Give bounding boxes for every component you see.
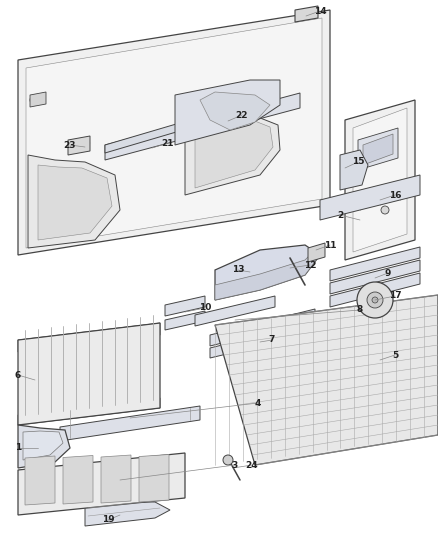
Polygon shape [23,431,63,460]
Circle shape [223,455,233,465]
Circle shape [372,297,378,303]
Polygon shape [215,295,438,465]
Polygon shape [28,155,120,248]
Circle shape [357,282,393,318]
Circle shape [285,252,293,260]
Polygon shape [85,502,170,526]
Polygon shape [200,92,270,130]
Text: 5: 5 [392,351,398,359]
Polygon shape [18,398,160,425]
Polygon shape [308,243,325,262]
Polygon shape [60,406,200,441]
Text: 24: 24 [246,461,258,470]
Circle shape [367,292,383,308]
Text: 9: 9 [385,269,391,278]
Text: 22: 22 [236,110,248,119]
Circle shape [381,206,389,214]
Polygon shape [185,110,280,195]
Polygon shape [38,165,112,240]
Text: 14: 14 [314,6,326,15]
Circle shape [30,95,40,105]
Polygon shape [210,322,315,358]
Text: 6: 6 [15,370,21,379]
Polygon shape [18,10,330,255]
Polygon shape [215,250,320,300]
Polygon shape [18,323,160,425]
Polygon shape [18,453,185,515]
Polygon shape [215,245,320,300]
Polygon shape [175,80,280,145]
Text: 19: 19 [102,515,114,524]
Polygon shape [210,309,315,346]
Text: 21: 21 [162,139,174,148]
Text: 4: 4 [255,399,261,408]
Polygon shape [30,92,46,107]
Polygon shape [320,175,420,220]
Polygon shape [345,100,415,260]
Polygon shape [18,323,160,352]
Text: 7: 7 [269,335,275,344]
Polygon shape [295,6,318,22]
Polygon shape [139,455,169,502]
Text: 11: 11 [324,240,336,249]
Polygon shape [330,247,420,281]
Text: 2: 2 [337,211,343,220]
Text: 10: 10 [199,303,211,312]
Polygon shape [195,116,273,188]
Polygon shape [330,260,420,294]
Polygon shape [101,455,131,503]
Text: 1: 1 [15,443,21,453]
Polygon shape [353,108,407,252]
Polygon shape [330,273,420,307]
Text: 8: 8 [357,305,363,314]
Polygon shape [363,134,393,165]
Text: 13: 13 [232,265,244,274]
Polygon shape [68,136,90,155]
Polygon shape [105,93,300,160]
Polygon shape [18,425,70,468]
Text: 15: 15 [352,157,364,166]
Text: 3: 3 [232,461,238,470]
Polygon shape [26,18,322,248]
Polygon shape [358,128,398,170]
Text: 17: 17 [389,292,401,301]
Text: 23: 23 [64,141,76,149]
Text: 12: 12 [304,261,316,270]
Polygon shape [63,456,93,504]
Polygon shape [165,311,205,330]
Polygon shape [340,150,368,190]
Polygon shape [165,296,205,316]
Polygon shape [105,117,200,153]
Polygon shape [195,296,275,326]
Polygon shape [25,456,55,505]
Text: 16: 16 [389,190,401,199]
